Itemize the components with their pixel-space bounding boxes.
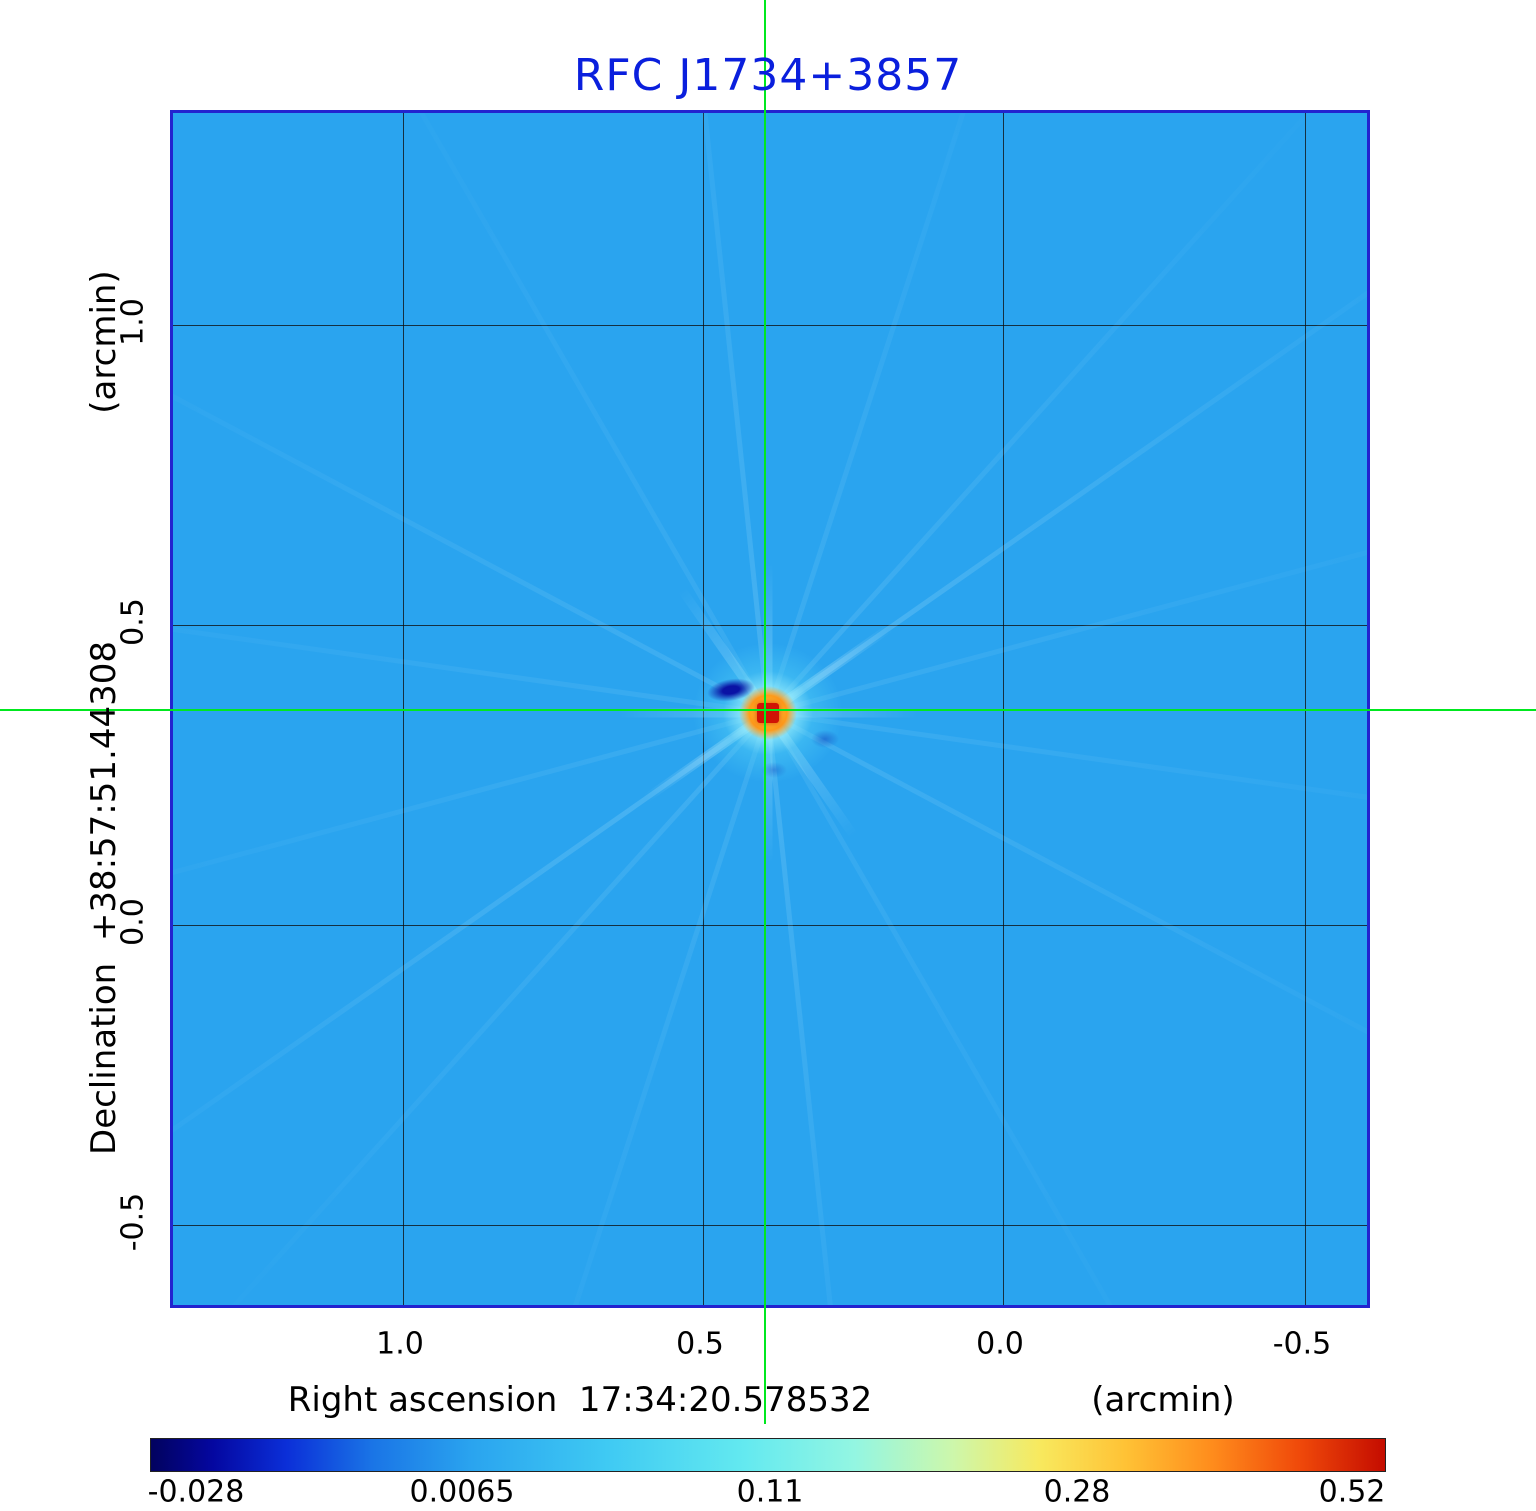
gridline-horizontal bbox=[173, 625, 1367, 626]
colorbar-gradient bbox=[151, 1439, 1385, 1471]
y-tick-label: 1.0 bbox=[115, 298, 151, 346]
gridline-horizontal bbox=[173, 925, 1367, 926]
gridline-horizontal bbox=[173, 325, 1367, 326]
page-title: RFC J1734+3857 bbox=[573, 50, 963, 101]
colorbar bbox=[150, 1438, 1386, 1472]
gridline-horizontal bbox=[173, 1225, 1367, 1226]
x-axis-title: Right ascension 17:34:20.578532 bbox=[287, 1380, 873, 1420]
x-tick-label: 0.5 bbox=[676, 1326, 724, 1362]
colorbar-tick-label: 0.0065 bbox=[409, 1474, 515, 1510]
colorbar-tick-label: 0.52 bbox=[1318, 1474, 1386, 1510]
y-tick-label: -0.5 bbox=[115, 1192, 151, 1252]
colorbar-tick-label: 0.28 bbox=[1043, 1474, 1111, 1510]
colorbar-tick-label: 0.11 bbox=[736, 1474, 804, 1510]
negative-residual bbox=[811, 730, 839, 748]
y-tick-label: 0.5 bbox=[115, 598, 151, 646]
y-tick-label: 0.0 bbox=[115, 898, 151, 946]
x-tick-label: 1.0 bbox=[376, 1326, 424, 1362]
crosshair-horizontal-line bbox=[0, 709, 1536, 711]
x-axis-unit-label: (arcmin) bbox=[1091, 1380, 1235, 1420]
source-core bbox=[757, 703, 779, 723]
x-tick-label: 0.0 bbox=[976, 1326, 1024, 1362]
x-tick-label: -0.5 bbox=[1272, 1326, 1332, 1362]
crosshair-vertical-line bbox=[764, 0, 766, 1424]
negative-residual bbox=[761, 762, 787, 778]
colorbar-tick-label: -0.028 bbox=[147, 1474, 245, 1510]
